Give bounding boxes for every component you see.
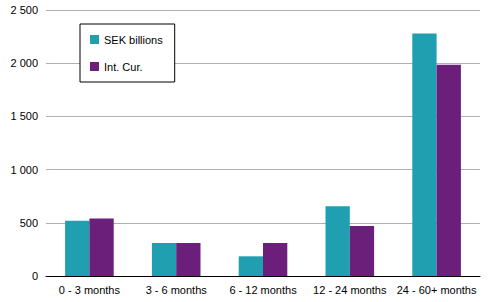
svg-text:0: 0	[32, 270, 38, 282]
svg-text:1 500: 1 500	[10, 110, 38, 122]
svg-text:12 - 24 months: 12 - 24 months	[313, 284, 387, 296]
svg-text:Int. Cur.: Int. Cur.	[104, 61, 143, 73]
svg-text:0 - 3 months: 0 - 3 months	[59, 284, 121, 296]
svg-text:24 - 60+ months: 24 - 60+ months	[397, 284, 477, 296]
svg-text:2 000: 2 000	[10, 57, 38, 69]
svg-text:2 500: 2 500	[10, 4, 38, 16]
svg-text:500: 500	[20, 217, 38, 229]
svg-text:1 000: 1 000	[10, 164, 38, 176]
svg-text:SEK billions: SEK billions	[104, 34, 163, 46]
svg-text:6 - 12 months: 6 - 12 months	[229, 284, 297, 296]
svg-text:3 - 6 months: 3 - 6 months	[146, 284, 208, 296]
